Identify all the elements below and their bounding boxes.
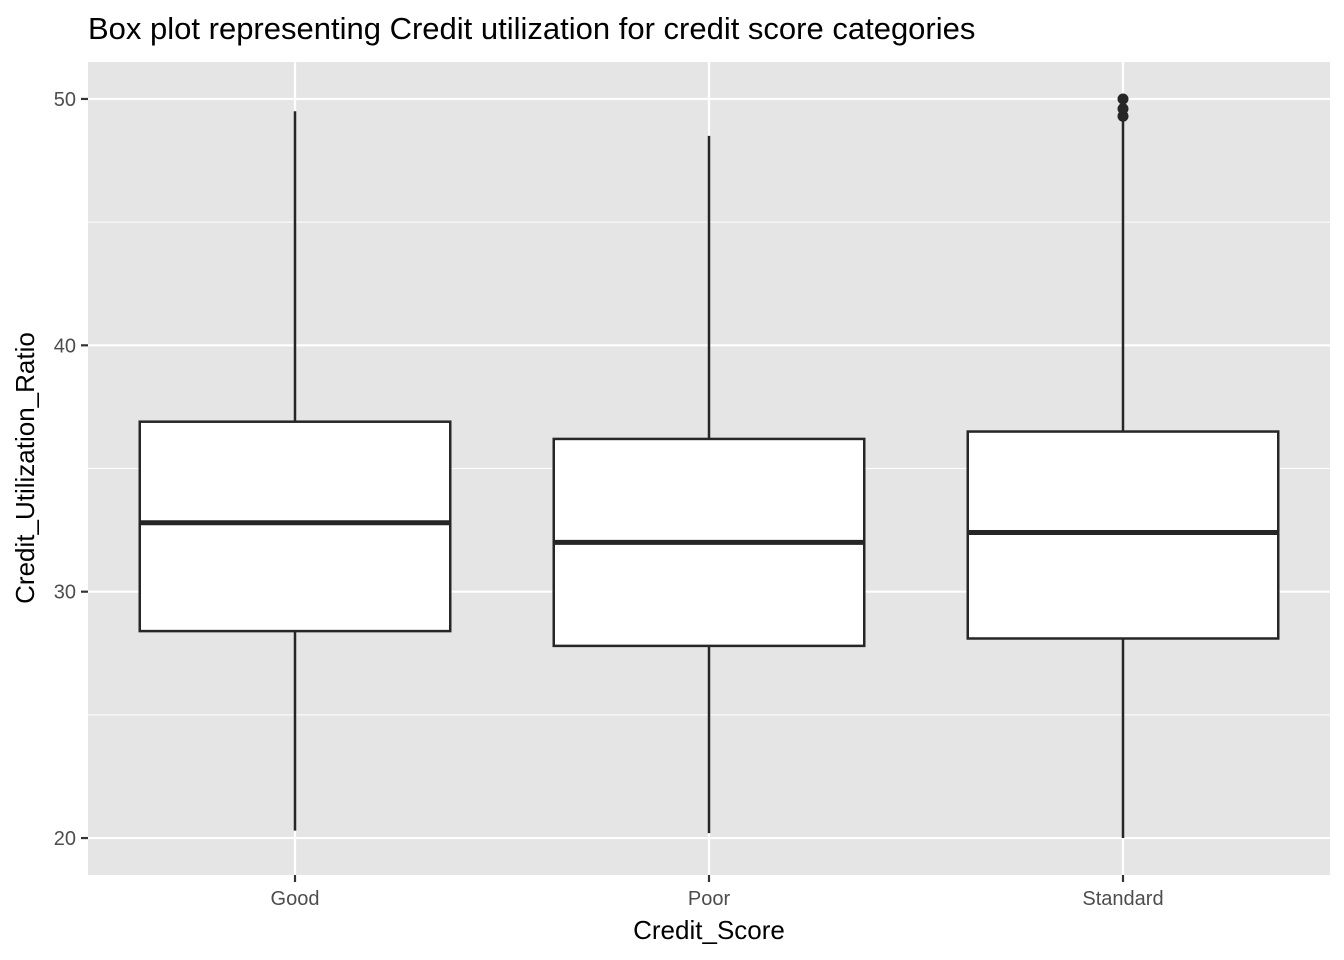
outlier-point [1117,103,1129,115]
x-tick-label: Standard [1082,888,1163,910]
y-tick-label: 40 [54,335,76,357]
outlier-point [1117,93,1129,105]
boxes [138,93,1280,839]
y-tick-label: 30 [54,582,76,604]
box-good [138,111,452,831]
chart-title: Box plot representing Credit utilization… [88,11,975,46]
y-tick-label: 20 [54,828,76,850]
axes: 20 30 40 50 Good Poor Standard [54,89,1164,910]
iqr-box [138,420,452,633]
x-tick-label: Good [271,888,320,910]
x-axis-title: Credit_Score [633,915,785,945]
x-tick-label: Poor [688,888,731,910]
y-axis-title: Credit_Utilization_Ratio [10,332,40,604]
box-standard [966,93,1280,839]
y-tick-label: 50 [54,89,76,111]
box-poor [552,135,866,834]
